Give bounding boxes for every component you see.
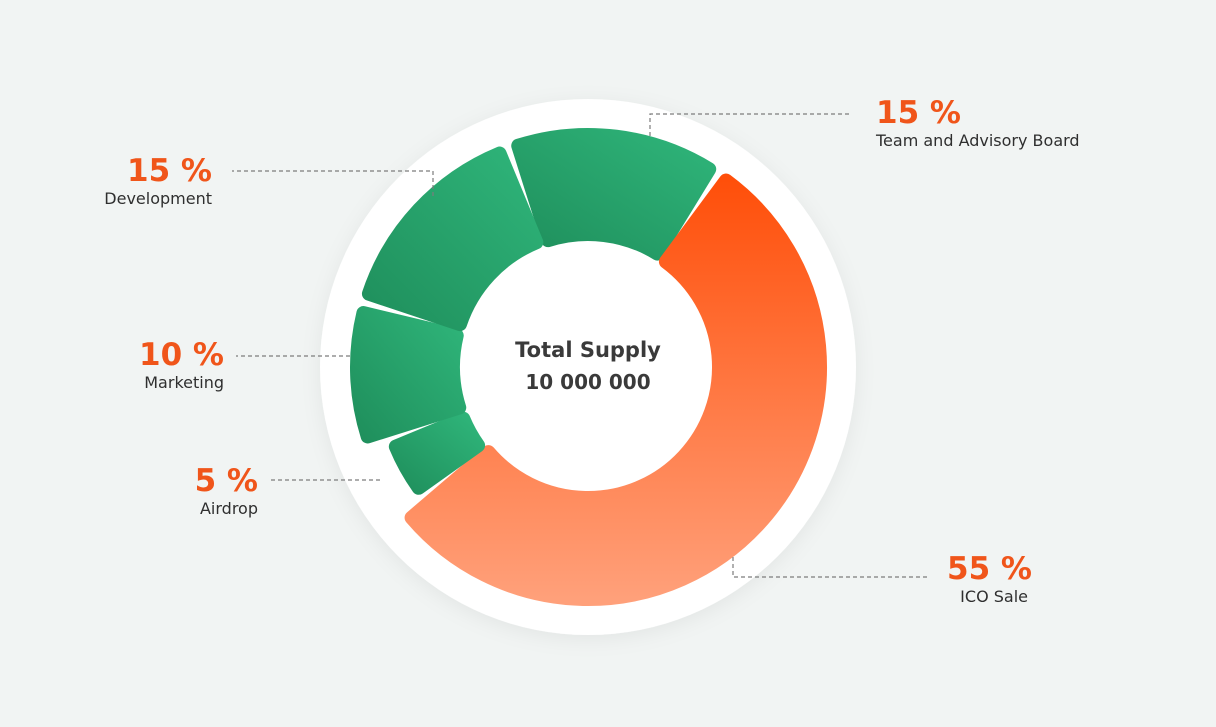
slice-name: Development <box>104 189 212 208</box>
slice-percent: 15 % <box>876 95 961 131</box>
slice-label-ico: 55 % ICO Sale <box>900 551 1032 607</box>
slice-label-marketing: 10 % Marketing <box>90 337 224 393</box>
slice-development <box>361 146 544 332</box>
slice-name: Airdrop <box>199 499 258 518</box>
slice-percent: 10 % <box>139 337 224 373</box>
slice-label-team: 15 % Team and Advisory Board <box>876 95 1080 151</box>
slice-team <box>511 128 717 261</box>
slice-ico <box>404 173 827 606</box>
leader-line-development <box>232 170 434 196</box>
slice-name: ICO Sale <box>960 587 1028 606</box>
slice-percent: 15 % <box>127 153 212 189</box>
slice-airdrop <box>388 411 486 495</box>
slice-name: Team and Advisory Board <box>876 131 1080 150</box>
slice-marketing <box>350 306 467 444</box>
center-label: Total Supply 10 000 000 <box>488 334 688 398</box>
center-title: Total Supply <box>515 338 661 362</box>
leader-line-team <box>649 113 850 136</box>
slice-percent: 55 % <box>947 551 1032 587</box>
slice-label-airdrop: 5 % Airdrop <box>140 463 258 519</box>
slice-label-development: 15 % Development <box>60 153 212 209</box>
center-value: 10 000 000 <box>525 370 651 394</box>
slice-name: Marketing <box>144 373 224 392</box>
slice-percent: 5 % <box>194 463 258 499</box>
